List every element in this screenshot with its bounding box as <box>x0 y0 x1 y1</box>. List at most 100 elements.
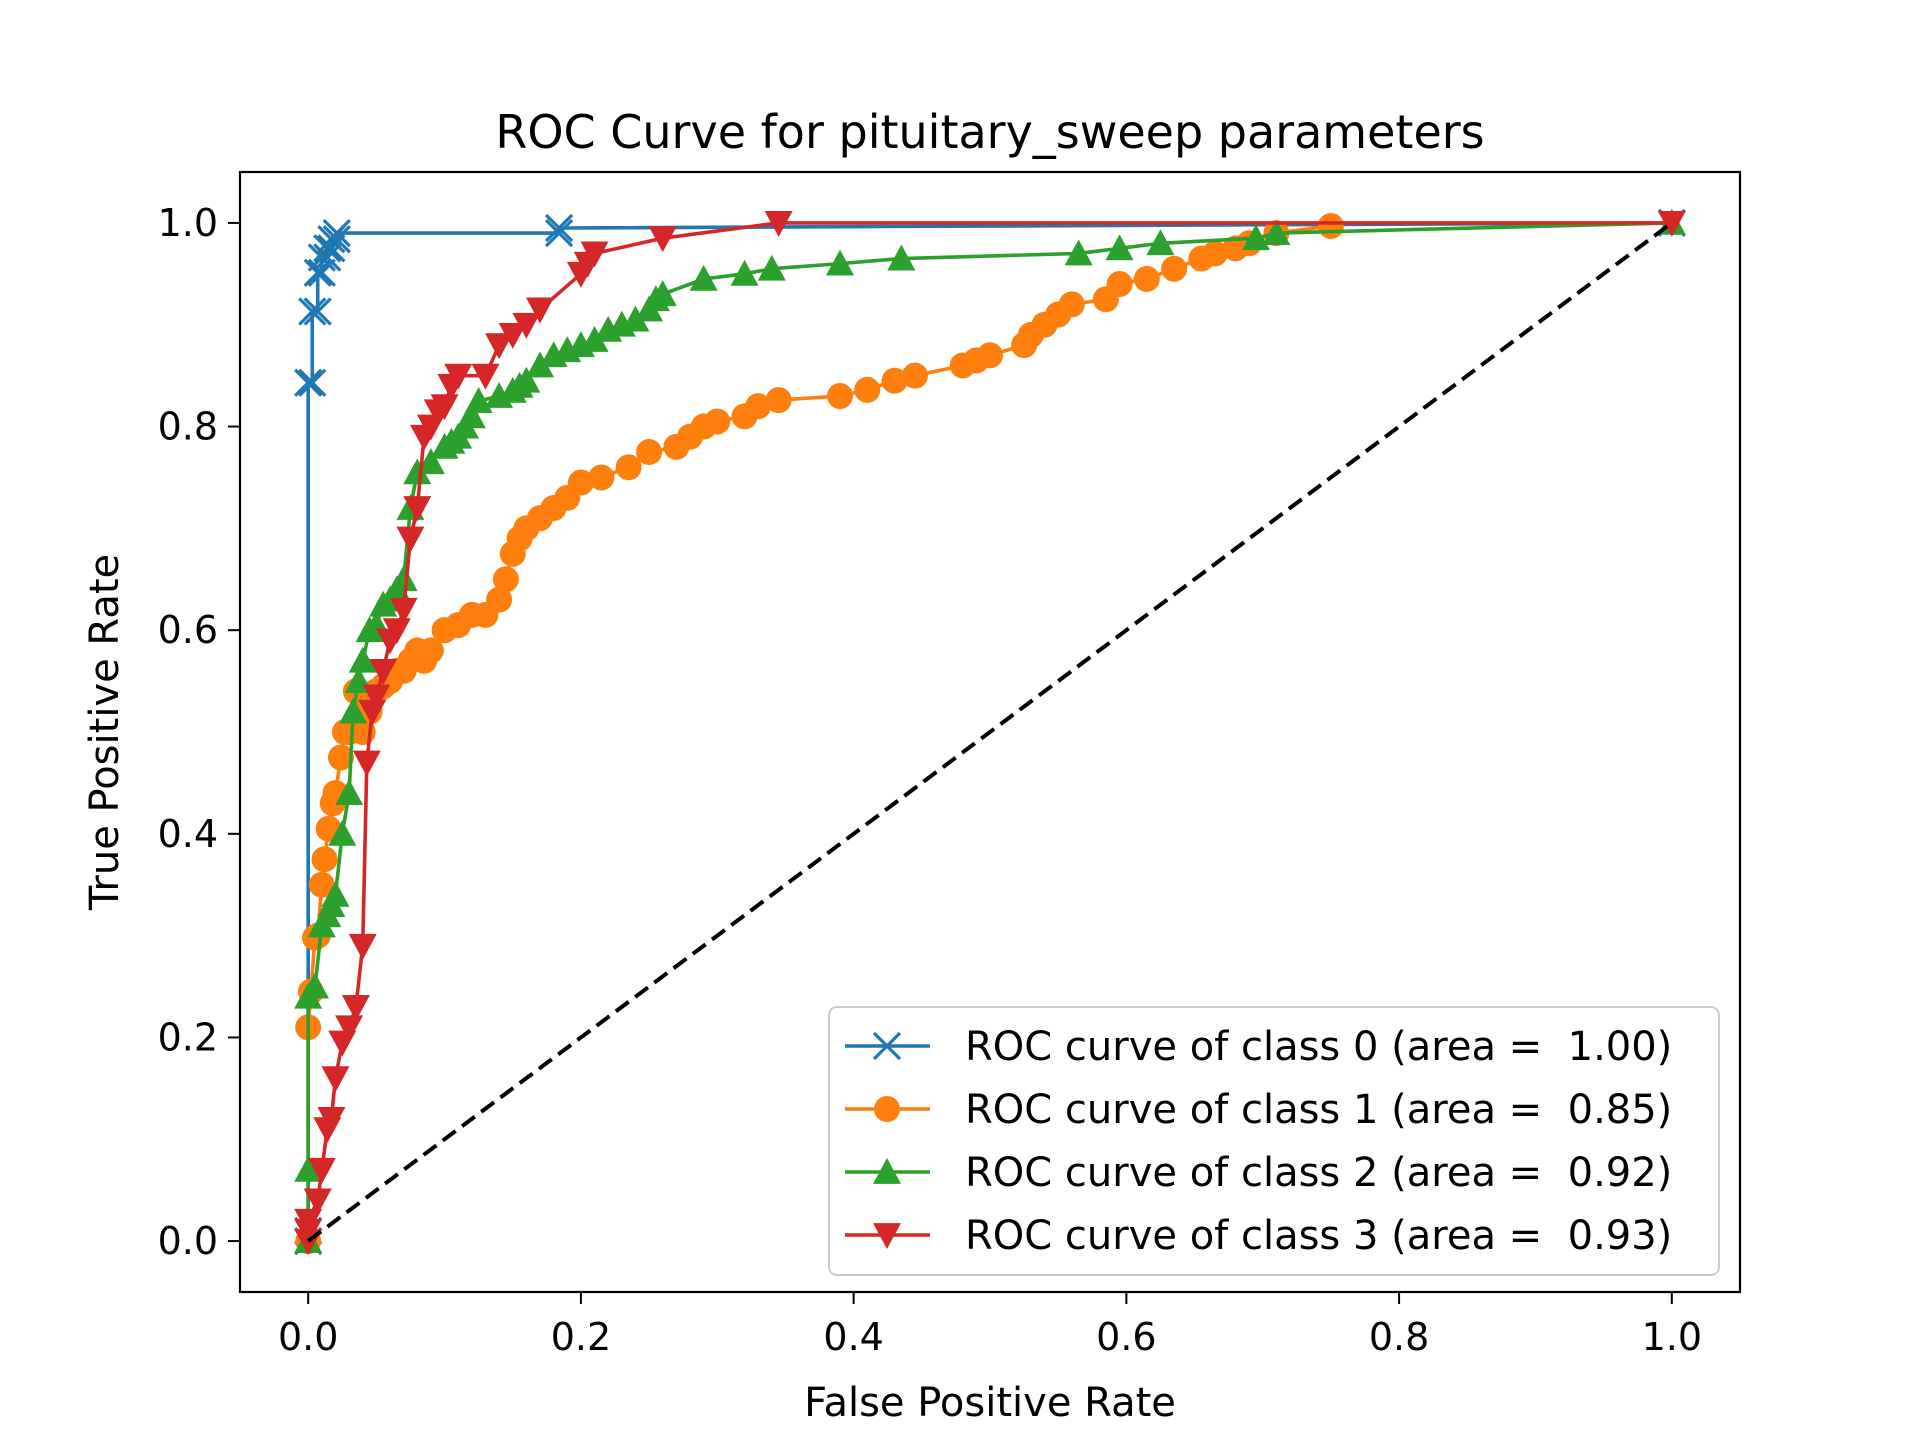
data-point-class-3 <box>648 226 677 253</box>
data-point-class-3 <box>444 363 473 390</box>
data-point-class-2 <box>294 1155 323 1182</box>
data-point-class-2 <box>512 366 541 393</box>
data-point-class-2 <box>416 448 445 475</box>
legend-marker <box>873 1223 901 1249</box>
data-point-class-1 <box>327 744 354 771</box>
legend-entry-class-2: ROC curve of class 2 (area = 0.92) <box>845 1150 1672 1196</box>
data-point-class-3 <box>369 659 398 685</box>
data-point-class-3 <box>389 597 418 624</box>
data-point-class-2 <box>1241 224 1270 251</box>
data-point-class-3 <box>403 496 432 522</box>
legend-label: ROC curve of class 1 (area = 0.85) <box>965 1087 1672 1133</box>
legend-marker <box>874 1096 900 1122</box>
data-point-class-2 <box>648 280 677 307</box>
data-point-class-2 <box>339 697 368 724</box>
data-point-class-2 <box>301 972 329 999</box>
y-tick-label: 0.4 <box>158 812 218 856</box>
data-point-class-3 <box>382 618 411 645</box>
data-point-class-1 <box>902 362 928 389</box>
data-point-class-3 <box>362 684 391 711</box>
data-point-class-1 <box>1133 265 1160 292</box>
legend-marker <box>872 1031 902 1061</box>
y-axis-label: True Positive Rate <box>82 554 128 911</box>
chart-title: ROC Curve for pituitary_sweep parameters <box>495 105 1484 159</box>
data-point-class-2 <box>887 244 916 271</box>
data-point-class-2 <box>321 880 350 907</box>
data-point-class-0 <box>294 368 323 397</box>
data-point-class-2 <box>1105 234 1134 261</box>
data-point-class-2 <box>457 402 486 429</box>
y-tick-label: 0.0 <box>158 1219 218 1263</box>
x-tick-label: 0.8 <box>1369 1315 1429 1359</box>
data-point-class-3 <box>512 312 541 339</box>
x-tick-label: 0.6 <box>1096 1315 1156 1359</box>
y-tick-label: 0.6 <box>158 608 218 652</box>
data-point-class-1 <box>1202 240 1228 267</box>
legend-entry-class-3: ROC curve of class 3 (area = 0.93) <box>845 1213 1672 1259</box>
x-tick-label: 0.2 <box>551 1315 611 1359</box>
data-point-class-1 <box>1058 291 1085 318</box>
data-point-class-2 <box>689 264 718 291</box>
legend-entry-class-0: ROC curve of class 0 (area = 1.00) <box>845 1024 1672 1070</box>
data-point-class-0 <box>322 225 351 254</box>
data-point-class-2 <box>580 326 609 352</box>
data-point-class-1 <box>486 586 513 613</box>
y-tick-label: 0.2 <box>158 1015 218 1059</box>
data-point-class-1 <box>704 408 731 435</box>
data-point-class-1 <box>492 566 519 593</box>
legend-marker <box>873 1158 901 1184</box>
data-point-class-2 <box>826 249 854 276</box>
data-point-class-1 <box>765 387 792 414</box>
data-point-class-3 <box>526 297 554 324</box>
data-point-class-3 <box>307 1157 336 1184</box>
data-point-class-3 <box>303 1188 332 1215</box>
data-point-class-1 <box>588 464 615 491</box>
data-point-class-1 <box>417 637 444 664</box>
chance-diagonal-line <box>306 221 1674 1243</box>
y-tick-label: 1.0 <box>158 201 218 245</box>
data-point-class-2 <box>621 305 650 332</box>
data-point-class-2 <box>389 565 418 592</box>
data-point-class-3 <box>430 394 459 421</box>
data-point-class-1 <box>1106 271 1133 297</box>
data-point-class-3 <box>294 1208 323 1235</box>
data-point-class-2 <box>403 458 432 485</box>
legend-entry-class-1: ROC curve of class 1 (area = 0.85) <box>845 1087 1672 1133</box>
series-layer <box>294 208 1686 1256</box>
axes-frame <box>238 170 1742 1294</box>
data-point-class-2 <box>335 779 364 805</box>
data-point-class-1 <box>636 439 663 465</box>
x-tick-label: 0.0 <box>278 1315 338 1359</box>
data-point-class-1 <box>881 367 908 394</box>
x-tick-label: 0.4 <box>823 1315 883 1359</box>
data-point-class-1 <box>308 871 335 898</box>
data-point-class-2 <box>1064 239 1093 266</box>
data-point-class-1 <box>977 342 1003 369</box>
data-point-class-3 <box>580 241 609 268</box>
data-point-class-1 <box>1161 255 1188 282</box>
legend-label: ROC curve of class 0 (area = 1.00) <box>965 1024 1672 1070</box>
data-point-class-3 <box>498 323 527 349</box>
data-point-class-1 <box>854 376 881 403</box>
data-point-class-3 <box>341 995 370 1021</box>
data-point-class-0 <box>303 297 332 326</box>
data-point-class-2 <box>1146 229 1175 256</box>
y-tick-label: 0.8 <box>158 405 218 449</box>
data-point-class-2 <box>526 351 554 378</box>
data-point-class-2 <box>730 259 759 286</box>
legend-box <box>828 1006 1720 1276</box>
data-point-class-3 <box>352 750 381 777</box>
data-point-class-3 <box>1657 211 1686 237</box>
axis-ticks: 0.0 0.2 0.4 0.6 0.8 1.0 0.0 0.2 0.4 0.6 0.8 1.0 <box>158 201 1702 1359</box>
data-point-class-1 <box>1317 212 1344 239</box>
data-point-class-3 <box>485 333 514 360</box>
data-point-class-3 <box>396 526 425 553</box>
data-point-class-3 <box>358 699 387 726</box>
data-point-class-3 <box>471 363 500 390</box>
data-point-class-3 <box>321 1066 350 1093</box>
data-point-class-2 <box>348 646 377 673</box>
data-point-class-1 <box>567 469 594 496</box>
data-point-class-3 <box>764 211 793 237</box>
data-point-class-2 <box>328 819 357 846</box>
